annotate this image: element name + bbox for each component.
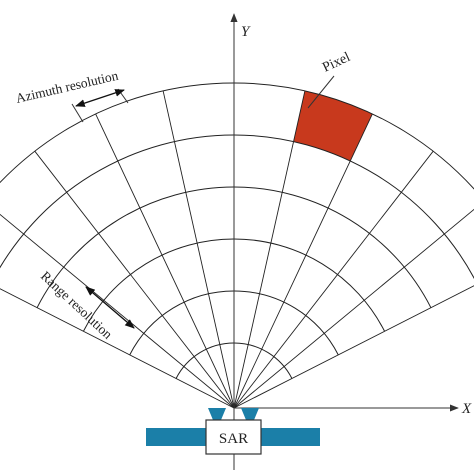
azimuth-rays: [0, 83, 474, 409]
azimuth-ray: [233, 285, 474, 409]
azimuth-ray: [34, 150, 235, 409]
sar-box: [205, 419, 262, 455]
range-arcs: [0, 82, 474, 379]
pixel-label: Pixel: [320, 50, 353, 76]
azimuth-ray: [162, 90, 235, 409]
azimuth-extension-left: [71, 103, 84, 123]
azimuth-ray: [233, 208, 474, 409]
antenna-right-icon: [241, 408, 259, 420]
azimuth-ray: [0, 288, 235, 409]
range-arc: [0, 82, 474, 190]
sar-label: SAR: [219, 431, 248, 447]
highlighted-pixel: [293, 90, 373, 161]
azimuth-ray: [0, 213, 235, 409]
range-arc: [0, 134, 474, 280]
y-axis-label: Y: [241, 24, 251, 40]
azimuth-ray: [233, 113, 373, 409]
azimuth-ray: [233, 90, 306, 409]
range-resolution-label: Range resolution: [38, 268, 116, 342]
antenna-left-icon: [208, 408, 226, 420]
azimuth-ray: [95, 113, 235, 409]
x-axis-label: X: [461, 401, 472, 417]
azimuth-ray: [233, 150, 434, 409]
pixel-leader-line: [307, 75, 335, 109]
azimuth-resolution-arrow: [75, 89, 125, 107]
azimuth-resolution-label: Azimuth resolution: [14, 68, 120, 106]
range-resolution-arrow: [85, 286, 135, 329]
